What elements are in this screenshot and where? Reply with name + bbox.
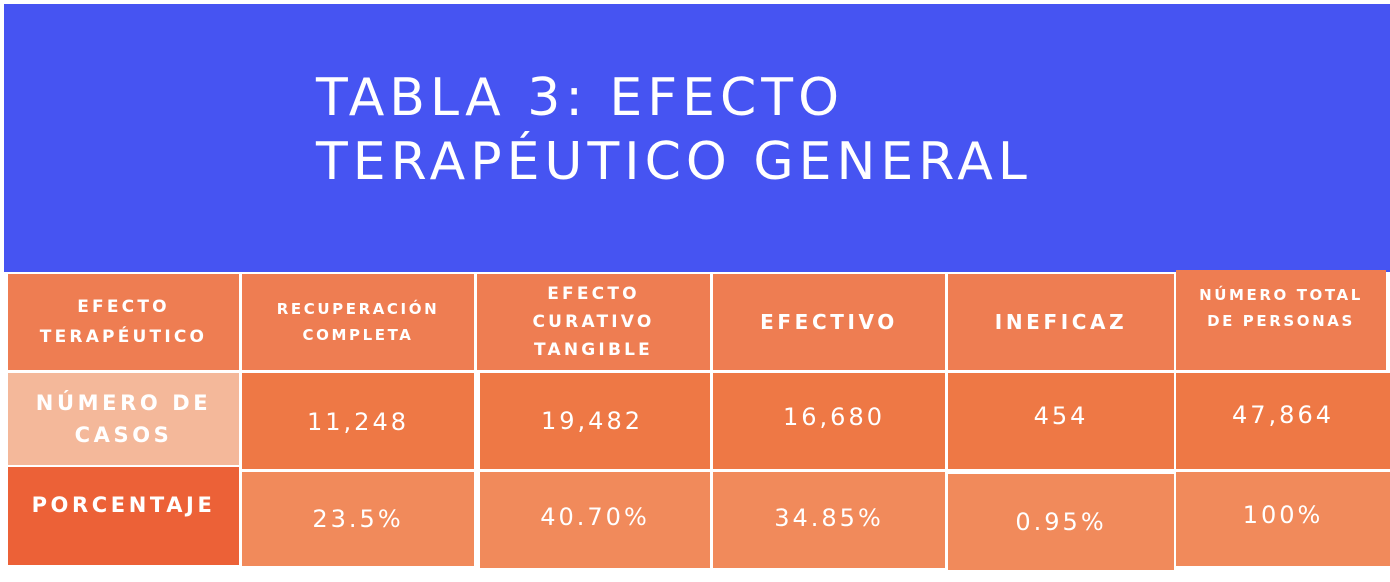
cell-value: 40.70% xyxy=(540,503,650,531)
header-row-label: EFECTO TERAPÉUTICO xyxy=(8,274,239,370)
cell-casos-total: 47,864 xyxy=(1176,373,1390,469)
header-col-2-line-3: TANGIBLE xyxy=(534,340,653,360)
cell-value: 34.85% xyxy=(774,504,884,532)
header-efectivo: EFECTIVO xyxy=(713,274,945,370)
row-label-numero-de-casos: NÚMERO DE CASOS xyxy=(8,373,239,465)
cell-value: 454 xyxy=(1033,402,1089,430)
header-col-4-line-1: INEFICAZ xyxy=(994,310,1128,334)
row-1-label-line-2: CASOS xyxy=(74,423,173,447)
cell-porcentaje-efectivo: 34.85% xyxy=(713,472,945,568)
table-title-line-1: TABLA 3: EFECTO xyxy=(316,68,844,128)
header-col-5-line-1: NÚMERO TOTAL xyxy=(1199,286,1363,304)
cell-casos-recuperacion-completa: 11,248 xyxy=(242,373,474,469)
header-ineficaz: INEFICAZ xyxy=(948,274,1174,370)
cell-value: 11,248 xyxy=(307,408,409,436)
cell-value: 47,864 xyxy=(1232,401,1334,429)
row-2-label-line-1: PORCENTAJE xyxy=(31,493,216,517)
header-row-label-line-2: TERAPÉUTICO xyxy=(39,327,208,347)
header-col-5-line-2: DE PERSONAS xyxy=(1207,312,1355,330)
cell-value: 16,680 xyxy=(783,403,885,431)
cell-porcentaje-ineficaz: 0.95% xyxy=(948,474,1174,570)
header-row-label-line-1: EFECTO xyxy=(77,297,170,317)
row-label-porcentaje: PORCENTAJE xyxy=(8,467,239,565)
header-col-3-line-1: EFECTIVO xyxy=(760,310,898,334)
header-col-2-line-2: CURATIVO xyxy=(532,312,655,332)
header-col-1-line-1: RECUPERACIÓN xyxy=(276,300,440,318)
cell-value: 19,482 xyxy=(541,407,643,435)
header-numero-total: NÚMERO TOTAL DE PERSONAS xyxy=(1176,270,1386,370)
cell-casos-ineficaz: 454 xyxy=(948,373,1174,469)
row-1-label-line-1: NÚMERO DE xyxy=(35,391,212,415)
table-title-line-2: TERAPÉUTICO GENERAL xyxy=(316,132,1032,192)
cell-porcentaje-efecto-curativo-tangible: 40.70% xyxy=(480,472,710,568)
cell-casos-efectivo: 16,680 xyxy=(713,373,945,469)
cell-value: 23.5% xyxy=(312,505,404,533)
cell-porcentaje-total: 100% xyxy=(1176,472,1390,566)
header-col-2-line-1: EFECTO xyxy=(547,284,640,304)
header-col-1-line-2: COMPLETA xyxy=(302,326,414,344)
cell-porcentaje-recuperacion-completa: 23.5% xyxy=(242,472,474,566)
cell-value: 100% xyxy=(1242,501,1324,529)
header-recuperacion-completa: RECUPERACIÓN COMPLETA xyxy=(242,274,474,370)
header-efecto-curativo-tangible: EFECTO CURATIVO TANGIBLE xyxy=(477,274,710,370)
table-title: TABLA 3: EFECTO TERAPÉUTICO GENERAL xyxy=(316,66,1032,194)
title-banner: TABLA 3: EFECTO TERAPÉUTICO GENERAL xyxy=(4,4,1390,272)
cell-value: 0.95% xyxy=(1015,508,1107,536)
cell-casos-efecto-curativo-tangible: 19,482 xyxy=(480,373,710,469)
